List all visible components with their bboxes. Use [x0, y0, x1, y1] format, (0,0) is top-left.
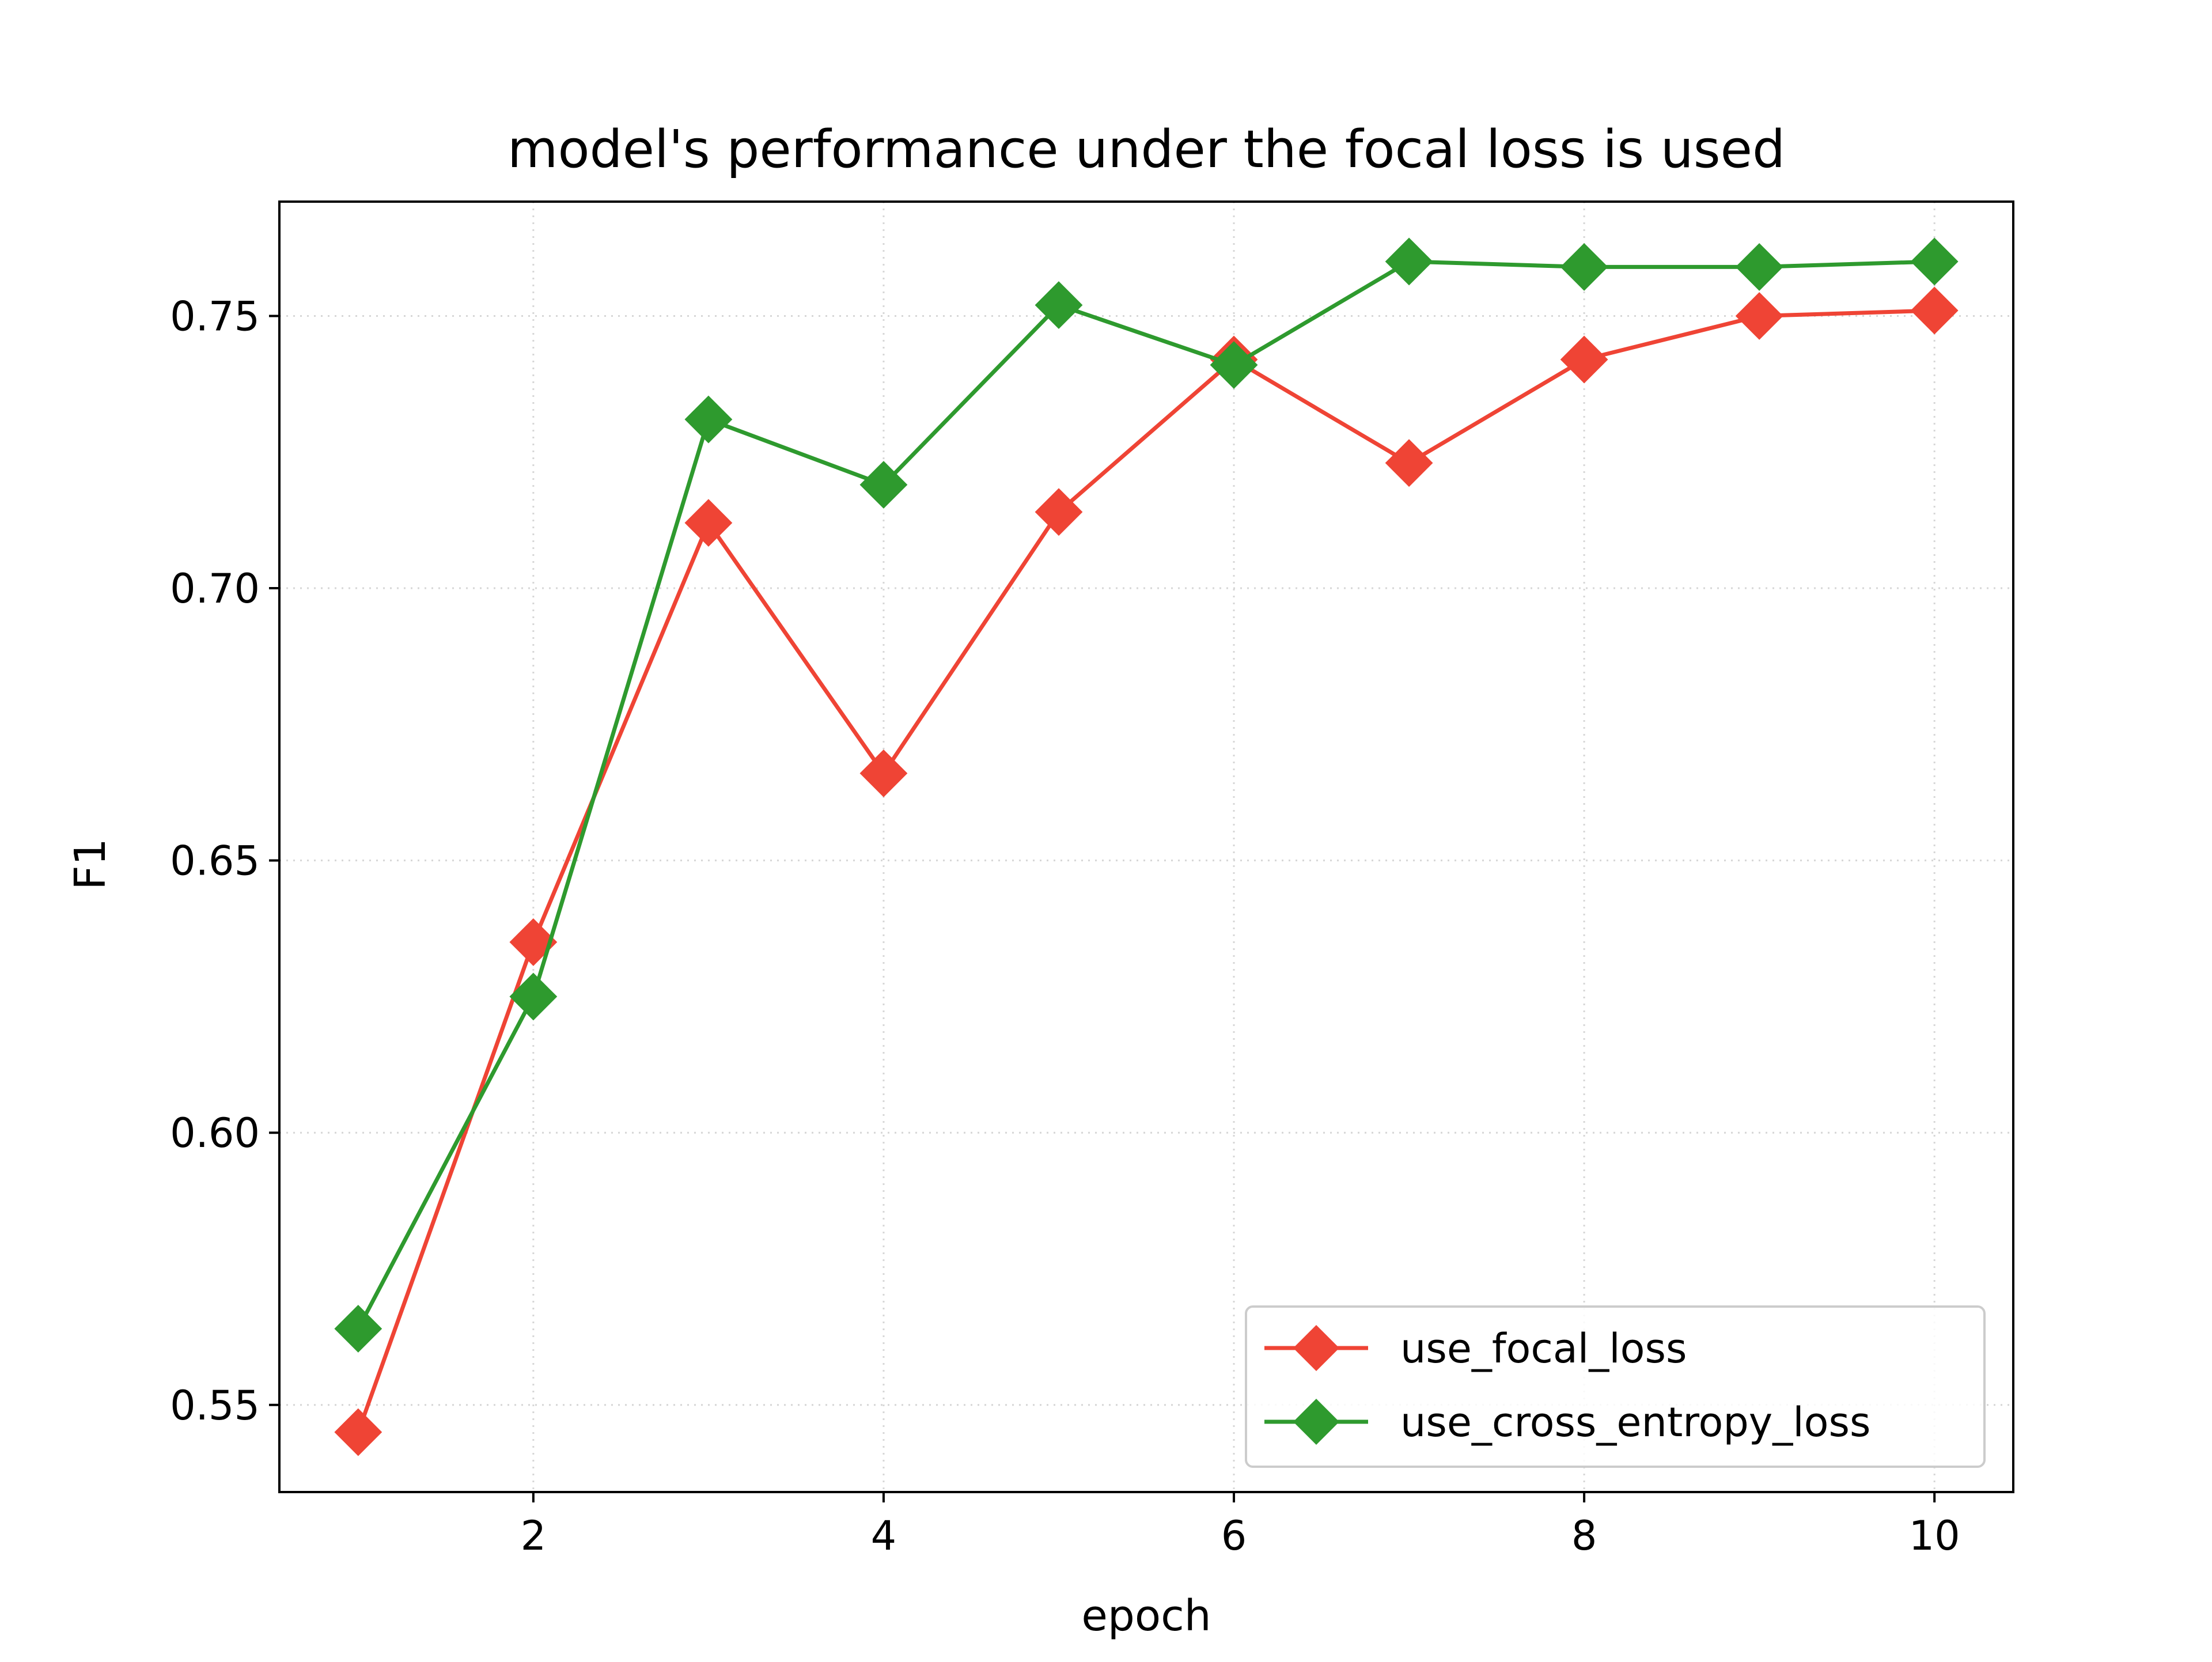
y-tick-label: 0.60 [170, 1110, 260, 1157]
data-point [1035, 281, 1083, 329]
legend: use_focal_loss use_cross_entropy_loss [1245, 1305, 1986, 1468]
legend-item: use_focal_loss [1264, 1325, 1687, 1372]
series-layer [334, 237, 1959, 1456]
data-point [1560, 243, 1608, 291]
data-point [334, 1305, 382, 1353]
x-tick-label: 4 [871, 1512, 897, 1559]
data-point [859, 749, 908, 797]
data-point [1910, 286, 1959, 335]
chart-title: model's performance under the focal loss… [507, 119, 1785, 180]
y-tick-label: 0.65 [170, 838, 260, 885]
x-tick-label: 2 [521, 1512, 547, 1559]
y-tick-label: 0.75 [170, 293, 260, 340]
legend-label: use_focal_loss [1400, 1325, 1687, 1372]
x-tick-label: 6 [1221, 1512, 1247, 1559]
data-point [859, 461, 908, 509]
ticks: 2 4 6 8 10 0.55 0.60 0.65 0.70 0.75 [170, 293, 1960, 1559]
data-point [1210, 341, 1258, 389]
data-point [1385, 237, 1433, 286]
legend-marker [1293, 1399, 1339, 1445]
x-tick-label: 8 [1571, 1512, 1597, 1559]
series-line [356, 308, 1935, 1433]
data-point [1735, 243, 1783, 291]
y-axis-label: F1 [66, 838, 115, 890]
legend-box [1245, 1305, 1986, 1468]
data-point [1035, 488, 1083, 536]
data-point [684, 395, 733, 444]
y-tick-label: 0.55 [170, 1382, 260, 1429]
y-tick-label: 0.70 [170, 565, 260, 612]
legend-marker [1293, 1325, 1339, 1371]
legend-item: use_cross_entropy_loss [1264, 1399, 1870, 1446]
data-point [684, 499, 733, 547]
data-point [334, 1408, 382, 1456]
series-use_cross_entropy_loss [334, 237, 1959, 1353]
data-point [509, 972, 558, 1021]
legend-label: use_cross_entropy_loss [1400, 1399, 1870, 1446]
x-tick-label: 10 [1909, 1512, 1960, 1559]
data-point [1385, 439, 1433, 487]
plot-frame [278, 200, 2014, 1493]
data-point [1560, 335, 1608, 384]
x-axis-label: epoch [1081, 1591, 1211, 1641]
series-line [356, 259, 1935, 1330]
data-point [1735, 292, 1783, 340]
data-point [1910, 237, 1959, 286]
